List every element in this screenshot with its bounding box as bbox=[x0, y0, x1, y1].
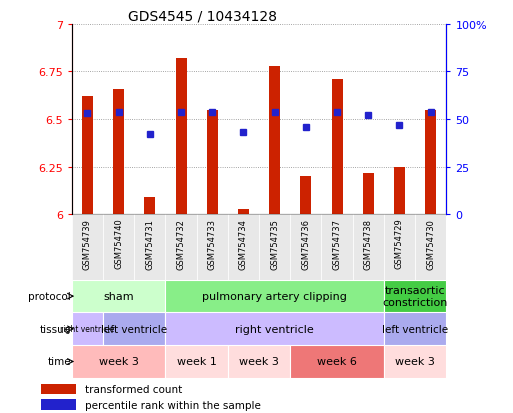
Bar bbox=[384, 345, 446, 378]
Text: tissue: tissue bbox=[40, 324, 71, 334]
Bar bbox=[72, 215, 103, 280]
Bar bbox=[415, 215, 446, 280]
Bar bbox=[301, 177, 311, 215]
Text: GDS4545 / 10434128: GDS4545 / 10434128 bbox=[128, 9, 277, 24]
Bar bbox=[72, 280, 165, 313]
Bar bbox=[425, 110, 436, 215]
Bar bbox=[384, 280, 446, 313]
Text: left ventricle: left ventricle bbox=[382, 324, 448, 334]
Bar bbox=[322, 215, 353, 280]
Text: time: time bbox=[48, 356, 71, 367]
Bar bbox=[290, 345, 384, 378]
Text: GSM754739: GSM754739 bbox=[83, 218, 92, 269]
Text: GSM754729: GSM754729 bbox=[395, 218, 404, 269]
Text: protocol: protocol bbox=[28, 292, 71, 301]
Bar bbox=[228, 215, 259, 280]
Text: GSM754730: GSM754730 bbox=[426, 218, 435, 269]
Text: GSM754735: GSM754735 bbox=[270, 218, 279, 269]
Bar bbox=[228, 345, 290, 378]
Text: week 3: week 3 bbox=[98, 356, 139, 367]
Bar bbox=[394, 167, 405, 215]
Bar bbox=[196, 215, 228, 280]
Text: GSM754731: GSM754731 bbox=[145, 218, 154, 269]
Bar bbox=[238, 209, 249, 215]
Text: week 3: week 3 bbox=[395, 356, 435, 367]
Text: transformed count: transformed count bbox=[85, 384, 182, 394]
Bar bbox=[72, 313, 103, 345]
Text: sham: sham bbox=[103, 292, 134, 301]
Text: right ventricle: right ventricle bbox=[60, 325, 114, 333]
Bar bbox=[103, 313, 165, 345]
Text: week 6: week 6 bbox=[317, 356, 357, 367]
Text: GSM754736: GSM754736 bbox=[301, 218, 310, 269]
Text: GSM754737: GSM754737 bbox=[332, 218, 342, 269]
Bar bbox=[41, 384, 76, 394]
Bar bbox=[113, 90, 124, 215]
Bar bbox=[353, 215, 384, 280]
Bar bbox=[269, 66, 280, 215]
Bar bbox=[144, 198, 155, 215]
Text: left ventricle: left ventricle bbox=[101, 324, 167, 334]
Bar bbox=[259, 215, 290, 280]
Bar bbox=[165, 345, 228, 378]
Bar bbox=[72, 345, 165, 378]
Text: week 1: week 1 bbox=[176, 356, 216, 367]
Bar bbox=[165, 215, 196, 280]
Text: transaortic
constriction: transaortic constriction bbox=[382, 286, 448, 307]
Bar bbox=[134, 215, 165, 280]
Text: GSM754732: GSM754732 bbox=[176, 218, 186, 269]
Text: percentile rank within the sample: percentile rank within the sample bbox=[85, 400, 261, 410]
Text: GSM754734: GSM754734 bbox=[239, 218, 248, 269]
Bar bbox=[207, 110, 218, 215]
Bar bbox=[165, 280, 384, 313]
Bar bbox=[165, 313, 384, 345]
Bar bbox=[82, 97, 93, 215]
Bar bbox=[103, 215, 134, 280]
Text: right ventricle: right ventricle bbox=[235, 324, 314, 334]
Bar bbox=[331, 80, 343, 215]
Text: GSM754738: GSM754738 bbox=[364, 218, 373, 269]
Text: pulmonary artery clipping: pulmonary artery clipping bbox=[202, 292, 347, 301]
Bar bbox=[175, 59, 187, 215]
Text: week 3: week 3 bbox=[239, 356, 279, 367]
Bar bbox=[363, 173, 374, 215]
Text: GSM754740: GSM754740 bbox=[114, 218, 123, 269]
Bar bbox=[384, 215, 415, 280]
Bar bbox=[41, 399, 76, 410]
Bar bbox=[384, 313, 446, 345]
Text: GSM754733: GSM754733 bbox=[208, 218, 217, 269]
Bar bbox=[290, 215, 322, 280]
